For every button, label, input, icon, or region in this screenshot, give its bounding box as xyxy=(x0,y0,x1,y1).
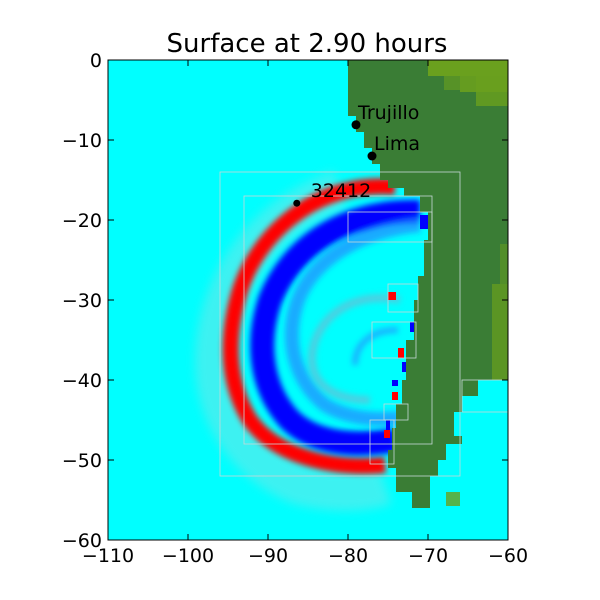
x-tick-label: −80 xyxy=(328,545,368,567)
marker-32412 xyxy=(293,199,301,207)
wave-inner-ring xyxy=(307,294,401,404)
label-lima: Lima xyxy=(374,133,420,155)
refinement-grid xyxy=(219,171,508,477)
y-tick-label: −20 xyxy=(62,210,102,232)
x-tick-label: −110 xyxy=(82,545,134,567)
y-axis: 0 −10 −20 −30 −40 −50 −60 xyxy=(62,50,508,552)
wave-crest-outer xyxy=(222,178,396,474)
label-trujillo: Trujillo xyxy=(357,102,419,124)
y-tick-label: −30 xyxy=(62,290,102,312)
marker-lima xyxy=(367,151,377,161)
plot-area: Trujillo Lima 32412 xyxy=(108,60,508,540)
marker-trujillo xyxy=(351,120,361,130)
highland-patches xyxy=(428,60,508,506)
chart-title: Surface at 2.90 hours xyxy=(167,29,448,59)
x-tick-label: −70 xyxy=(408,545,448,567)
location-markers: Trujillo Lima 32412 xyxy=(293,102,420,207)
y-tick-label: 0 xyxy=(90,50,102,72)
y-tick-label: −40 xyxy=(62,370,102,392)
y-tick-label: −60 xyxy=(62,530,102,552)
x-tick-label: −90 xyxy=(248,545,288,567)
x-tick-label: −100 xyxy=(162,545,214,567)
x-tick-label: −60 xyxy=(488,545,528,567)
y-tick-label: −50 xyxy=(62,450,102,472)
label-32412: 32412 xyxy=(311,180,371,202)
x-axis: −110 −100 −90 −80 −70 −60 xyxy=(82,60,528,567)
y-tick-label: −10 xyxy=(62,130,102,152)
wave-trough xyxy=(250,199,421,456)
